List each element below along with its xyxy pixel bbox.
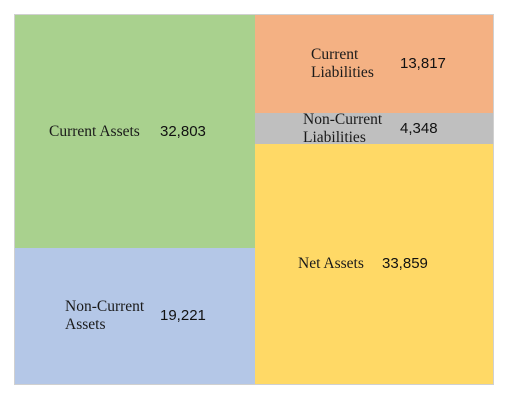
treemap-chart: Current Assets 32,803 Non-Current Assets 19… <box>14 14 494 385</box>
block-label-non-current-assets: Non-Current Assets <box>65 298 145 333</box>
treemap-block-non-current-assets: Non-Current Assets 19,221 <box>15 248 255 384</box>
block-label-net-assets: Net Assets <box>298 255 364 272</box>
block-value-current-assets: 32,803 <box>160 123 206 140</box>
block-value-non-current-assets: 19,221 <box>160 307 206 324</box>
block-label-current-liabilities: Current Liabilities <box>311 46 374 81</box>
block-label-current-assets: Current Assets <box>49 123 140 140</box>
treemap-block-non-current-liabilities: Non-Current Liabilities 4,348 <box>255 111 493 146</box>
block-value-current-liabilities: 13,817 <box>400 55 446 72</box>
treemap-block-current-liabilities: Current Liabilities 13,817 <box>255 15 493 113</box>
block-value-net-assets: 33,859 <box>382 255 428 272</box>
treemap-block-net-assets: Net Assets 33,859 <box>255 144 493 384</box>
block-value-non-current-liabilities: 4,348 <box>400 120 438 137</box>
treemap-block-current-assets: Current Assets 32,803 <box>15 15 255 248</box>
block-label-non-current-liabilities: Non-Current Liabilities <box>303 111 383 146</box>
